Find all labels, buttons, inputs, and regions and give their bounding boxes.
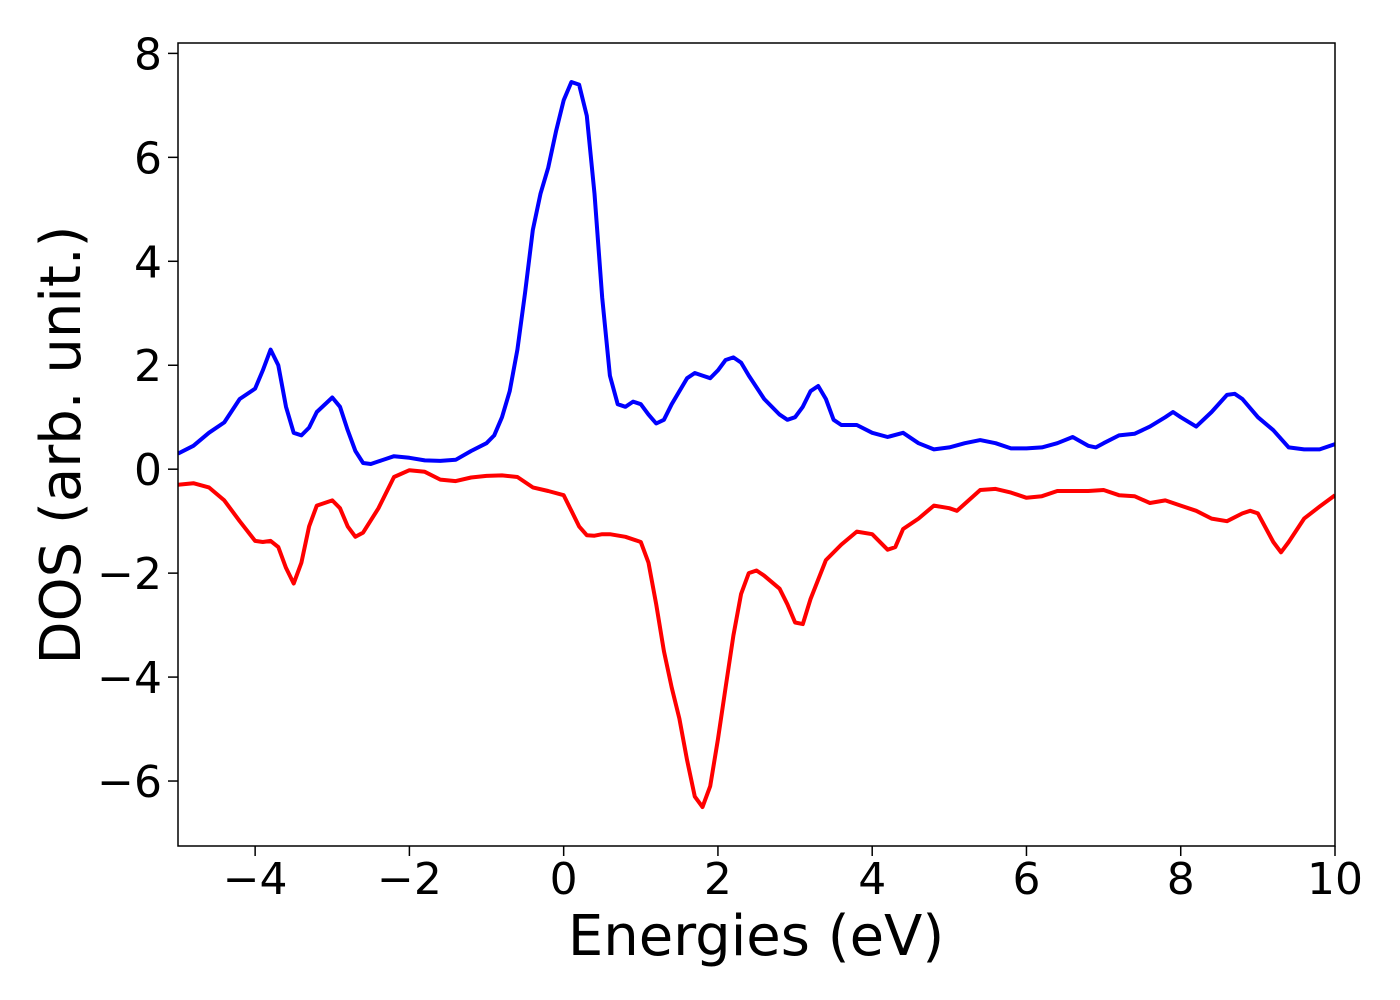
y-tick-label: 2: [134, 341, 162, 392]
y-tick-label: −2: [97, 549, 162, 600]
x-tick-label: −2: [377, 854, 442, 905]
x-tick-label: 6: [1012, 854, 1040, 905]
x-tick-label: −4: [223, 854, 288, 905]
series-line: [178, 468, 1335, 809]
series-line: [178, 80, 1335, 466]
y-tick-label: 0: [134, 445, 162, 496]
y-axis-label: DOS (arb. unit.): [29, 225, 94, 664]
y-tick-label: −4: [97, 653, 162, 704]
plot-frame: [177, 42, 1336, 847]
y-tick-label: 8: [134, 29, 162, 80]
x-tick-label: 4: [858, 854, 886, 905]
x-tick-label: 10: [1307, 854, 1363, 905]
x-tick-label: 2: [704, 854, 732, 905]
y-tick-label: −6: [97, 757, 162, 808]
x-tick-label: 8: [1167, 854, 1195, 905]
x-tick-label: 0: [550, 854, 578, 905]
x-axis-label: Energies (eV): [568, 904, 944, 969]
y-tick-label: 4: [134, 237, 162, 288]
y-tick-label: 6: [134, 133, 162, 184]
